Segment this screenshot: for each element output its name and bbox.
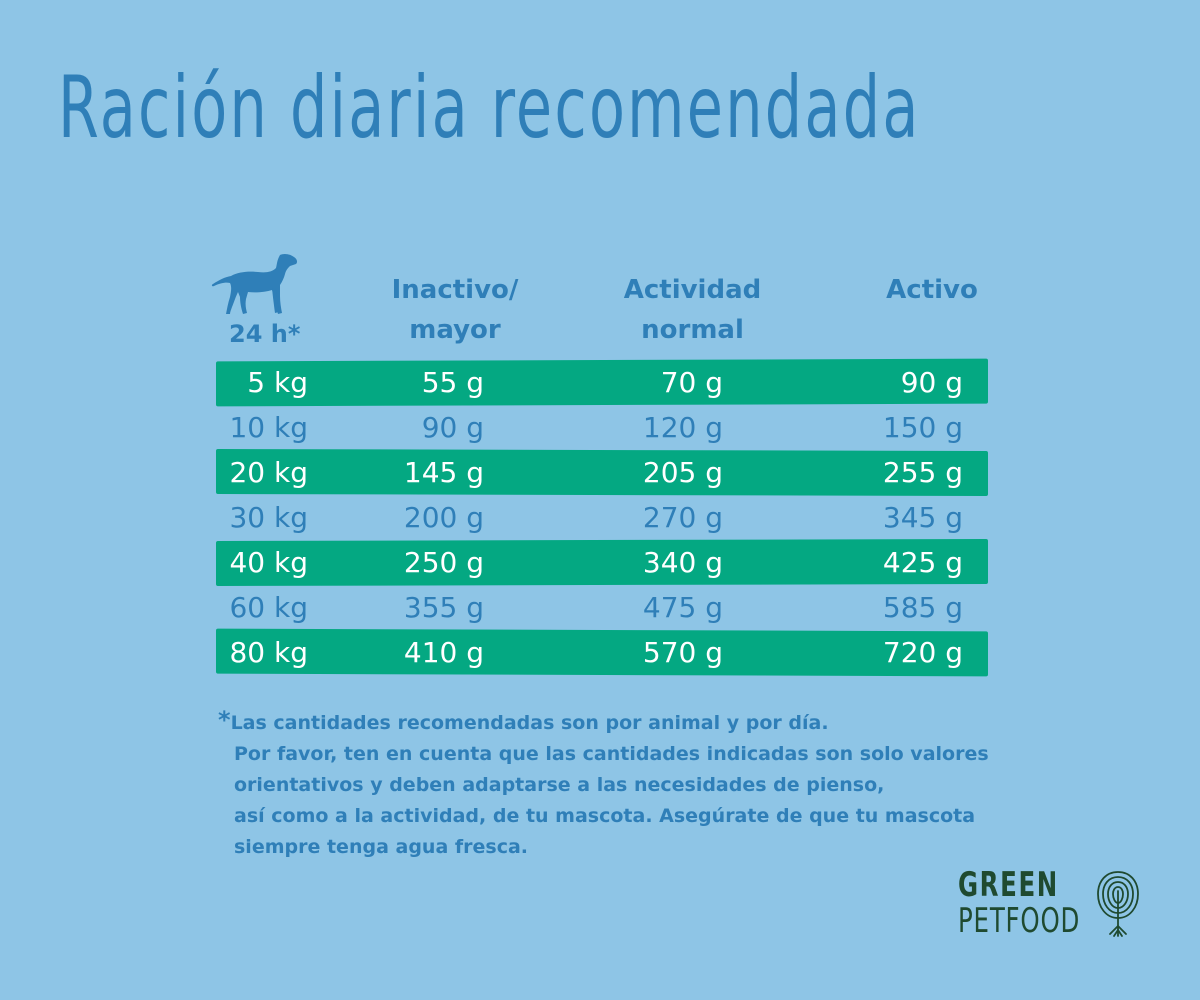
- footnote-asterisk: *: [218, 706, 231, 734]
- brand-logo: GREEN PETFOOD: [958, 866, 1148, 946]
- footnote-line: orientativos y deben adaptarse a las nec…: [234, 774, 885, 796]
- normal-cell: 270 g: [642, 501, 723, 534]
- table-row: 10 kg 90 g 120 g 150 g: [216, 405, 988, 450]
- active-cell: 345 g: [882, 501, 963, 534]
- inactive-cell: 145 g: [403, 456, 484, 489]
- active-cell: 90 g: [900, 366, 963, 399]
- normal-cell: 205 g: [642, 456, 723, 489]
- inactive-cell: 355 g: [403, 591, 484, 624]
- weight-cell: 10 kg: [229, 411, 308, 444]
- footnote-line: siempre tenga agua fresca.: [234, 836, 529, 858]
- column-header-active: Activo: [886, 275, 978, 305]
- table-row: 5 kg 55 g 70 g 90 g: [216, 360, 988, 405]
- active-cell: 150 g: [882, 411, 963, 444]
- inactive-cell: 410 g: [403, 636, 484, 669]
- weight-cell: 60 kg: [229, 591, 308, 624]
- weight-cell: 5 kg: [247, 366, 308, 399]
- column-header-normal-activity: Actividad normal: [623, 275, 762, 345]
- page-title: Ración diaria recomendada: [58, 58, 921, 158]
- active-cell: 720 g: [882, 636, 963, 669]
- active-cell: 425 g: [882, 546, 963, 579]
- dog-icon: [211, 253, 298, 314]
- weight-cell: 80 kg: [229, 636, 308, 669]
- column-header-inactive: Inactivo/ mayor: [391, 275, 519, 345]
- normal-cell: 475 g: [642, 591, 723, 624]
- brand-name-line1: GREEN: [958, 865, 1059, 905]
- tree-fingerprint-icon: [1097, 871, 1139, 937]
- normal-cell: 340 g: [642, 546, 723, 579]
- weight-cell: 30 kg: [229, 501, 308, 534]
- inactive-cell: 55 g: [421, 366, 484, 399]
- footnote-line: Por favor, ten en cuenta que las cantida…: [234, 743, 989, 765]
- footnote-line: *Las cantidades recomendadas son por ani…: [218, 705, 978, 739]
- normal-cell: 70 g: [660, 366, 723, 399]
- table-row: 20 kg 145 g 205 g 255 g: [216, 450, 988, 495]
- table-row: 40 kg 250 g 340 g 425 g: [216, 540, 988, 585]
- normal-cell: 120 g: [642, 411, 723, 444]
- inactive-cell: 200 g: [403, 501, 484, 534]
- inactive-cell: 250 g: [403, 546, 484, 579]
- brand-name-line2: PETFOOD: [958, 901, 1081, 941]
- table-row: 80 kg 410 g 570 g 720 g: [216, 630, 988, 675]
- inactive-cell: 90 g: [421, 411, 484, 444]
- table-row: 60 kg 355 g 475 g 585 g: [216, 585, 988, 630]
- footnote-text: Las cantidades recomendadas son por anim…: [230, 712, 829, 734]
- table-row: 30 kg 200 g 270 g 345 g: [216, 495, 988, 540]
- hours-label: 24 h*: [229, 320, 301, 348]
- normal-cell: 570 g: [642, 636, 723, 669]
- footnote-line: así como a la actividad, de tu mascota. …: [234, 805, 976, 827]
- weight-cell: 20 kg: [229, 456, 308, 489]
- active-cell: 255 g: [882, 456, 963, 489]
- active-cell: 585 g: [882, 591, 963, 624]
- ration-table: 5 kg 55 g 70 g 90 g 10 kg 90 g 120 g 150…: [216, 360, 988, 675]
- weight-cell: 40 kg: [229, 546, 308, 579]
- footnote: *Las cantidades recomendadas son por ani…: [218, 705, 989, 863]
